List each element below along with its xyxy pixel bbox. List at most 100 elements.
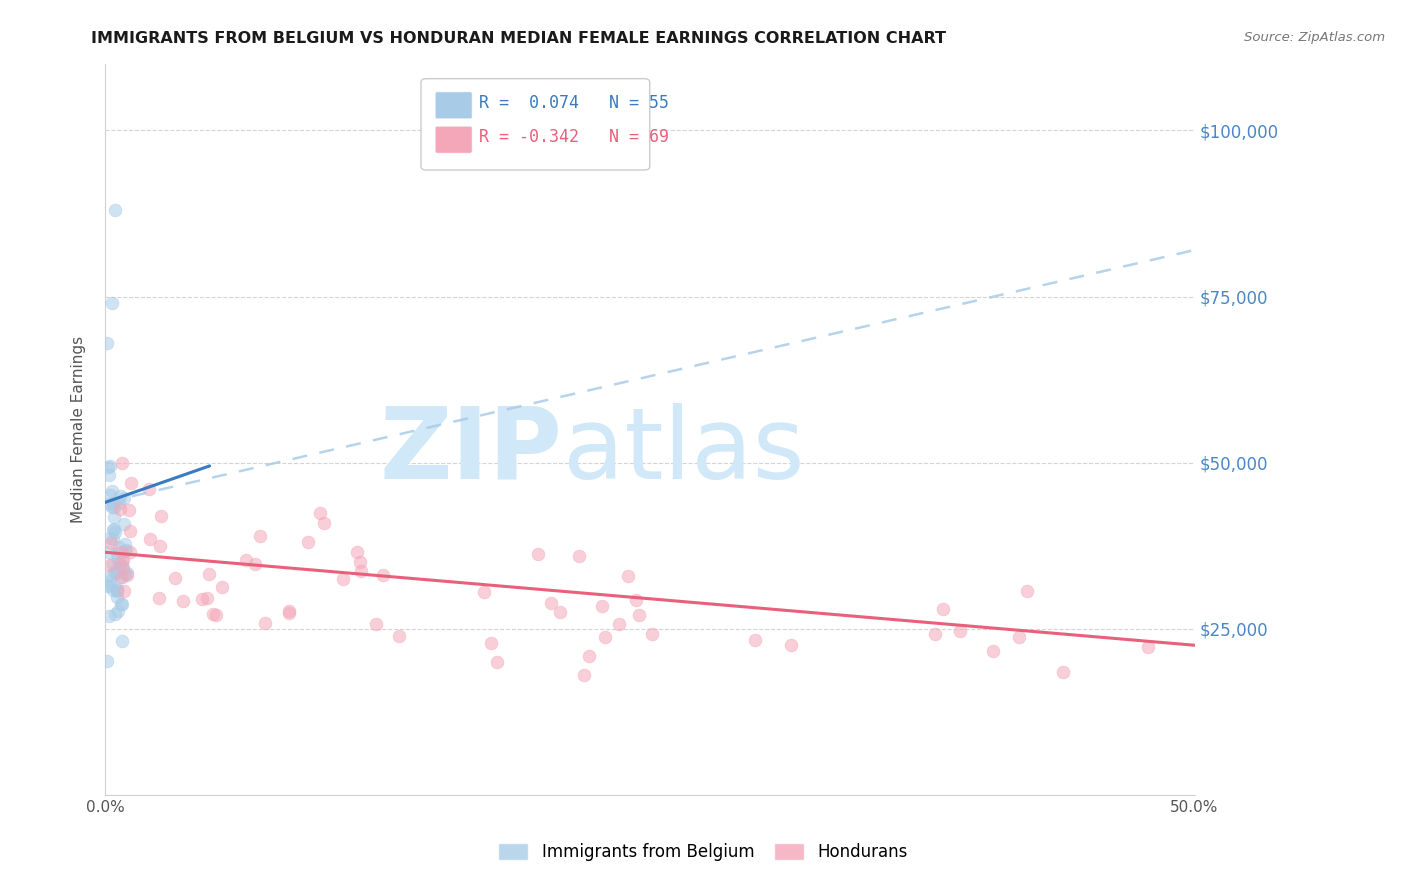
Point [101, 532, 124, 546]
Point [110, 634, 132, 648]
Point [371, 567, 394, 582]
Point [388, 629, 411, 643]
Text: atlas: atlas [562, 403, 804, 500]
Point [114, 543, 136, 558]
Point [150, 509, 173, 524]
Point [111, 558, 134, 573]
Text: ZIP: ZIP [380, 403, 562, 500]
Point [486, 655, 509, 669]
Point [472, 585, 495, 599]
Point [314, 516, 336, 531]
Point [112, 517, 135, 532]
FancyBboxPatch shape [420, 78, 650, 170]
Point [111, 456, 134, 470]
Point [1136, 640, 1159, 654]
Point [297, 534, 319, 549]
Point [350, 564, 373, 578]
Point [138, 482, 160, 496]
Point [628, 607, 651, 622]
Point [104, 565, 127, 579]
Point [104, 525, 127, 540]
Point [932, 602, 955, 616]
Point [201, 607, 224, 621]
Point [110, 545, 132, 559]
Point [97, 545, 120, 559]
Point [198, 566, 221, 581]
Point [277, 605, 299, 619]
Point [110, 597, 132, 611]
Point [249, 529, 271, 543]
Text: IMMIGRANTS FROM BELGIUM VS HONDURAN MEDIAN FEMALE EARNINGS CORRELATION CHART: IMMIGRANTS FROM BELGIUM VS HONDURAN MEDI… [91, 31, 946, 46]
Point [97, 460, 120, 475]
Point [100, 488, 122, 502]
Point [98, 468, 121, 483]
Point [114, 566, 136, 581]
Point [744, 632, 766, 647]
Point [98, 497, 121, 511]
Point [107, 540, 129, 554]
Point [112, 553, 135, 567]
Point [148, 591, 170, 605]
Point [111, 554, 134, 568]
Point [107, 604, 129, 618]
Point [101, 500, 124, 515]
Point [115, 566, 138, 580]
Point [111, 597, 134, 611]
Point [349, 555, 371, 569]
Point [197, 591, 219, 606]
Text: R =  0.074   N = 55: R = 0.074 N = 55 [478, 94, 669, 112]
Point [607, 617, 630, 632]
Point [107, 551, 129, 566]
Point [103, 496, 125, 510]
Point [110, 570, 132, 584]
Point [624, 593, 647, 607]
Point [105, 582, 128, 596]
Point [527, 548, 550, 562]
Point [1008, 630, 1031, 644]
Point [111, 570, 134, 584]
Point [617, 568, 640, 582]
Point [332, 573, 354, 587]
Point [104, 607, 127, 621]
Point [120, 475, 142, 490]
Text: R = -0.342   N = 69: R = -0.342 N = 69 [478, 128, 669, 146]
Point [780, 638, 803, 652]
Point [112, 560, 135, 574]
Point [98, 577, 121, 591]
Point [108, 557, 131, 571]
Point [253, 616, 276, 631]
Text: Source: ZipAtlas.com: Source: ZipAtlas.com [1244, 31, 1385, 45]
Point [243, 557, 266, 571]
Point [540, 596, 562, 610]
Point [98, 531, 121, 545]
Point [205, 607, 228, 622]
FancyBboxPatch shape [434, 92, 472, 119]
Point [924, 627, 946, 641]
Point [591, 599, 613, 614]
Point [103, 583, 125, 598]
Point [110, 501, 132, 516]
Point [103, 510, 125, 524]
Point [103, 557, 125, 571]
Point [118, 503, 141, 517]
Point [103, 566, 125, 580]
Point [1052, 665, 1074, 679]
Point [593, 630, 616, 644]
Point [105, 583, 128, 598]
Point [105, 590, 128, 604]
Point [98, 574, 121, 589]
Point [107, 496, 129, 510]
Point [235, 553, 257, 567]
Point [100, 296, 122, 310]
Point [568, 549, 591, 563]
Legend: Immigrants from Belgium, Hondurans: Immigrants from Belgium, Hondurans [485, 830, 921, 875]
Point [120, 524, 142, 538]
Point [104, 203, 127, 218]
Point [115, 542, 138, 557]
Point [479, 636, 502, 650]
Point [1017, 584, 1039, 599]
Point [96, 654, 118, 668]
Point [108, 489, 131, 503]
Point [103, 500, 125, 515]
FancyBboxPatch shape [434, 126, 472, 153]
